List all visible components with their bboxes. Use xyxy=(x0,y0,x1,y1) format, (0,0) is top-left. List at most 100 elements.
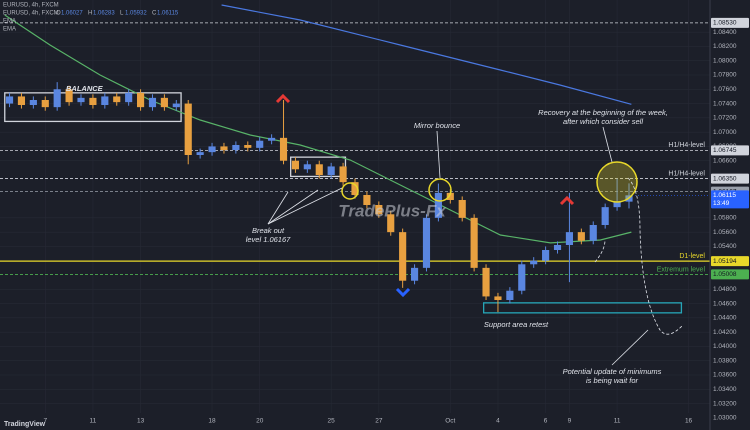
pointers xyxy=(267,126,683,366)
potential-label: is being wait for xyxy=(586,376,639,385)
candle-body xyxy=(315,164,323,175)
circle xyxy=(341,182,359,200)
candle-body xyxy=(41,100,49,108)
y-tick-label: 1.04600 xyxy=(713,300,737,307)
x-tick-label: 11 xyxy=(90,418,97,425)
y-tick-label: 1.03200 xyxy=(713,400,737,407)
level-name: D1-level xyxy=(679,253,705,260)
buy-arrow xyxy=(395,287,411,298)
candle-body xyxy=(29,100,37,105)
y-tick-label: 1.04200 xyxy=(713,329,737,336)
candle-body xyxy=(577,232,585,241)
pointer xyxy=(611,329,649,366)
level-tag xyxy=(711,17,749,28)
price-tag xyxy=(711,190,749,209)
level-tag xyxy=(711,269,749,280)
candle-body xyxy=(148,97,157,108)
x-axis-band xyxy=(0,413,710,430)
candle-body xyxy=(399,232,407,281)
level-name: H1/H4-level xyxy=(668,170,705,177)
y-tick-label: 1.08200 xyxy=(713,43,737,50)
x-tick-label: 25 xyxy=(328,418,336,425)
countdown: 13:49 xyxy=(713,200,730,207)
y-tick-label: 1.06600 xyxy=(713,157,737,164)
candle-body xyxy=(434,192,442,218)
x-tick-label: 27 xyxy=(375,418,383,425)
candle-body xyxy=(220,146,228,150)
x-tick-label: 18 xyxy=(208,418,216,425)
circle xyxy=(428,178,452,202)
candle-body xyxy=(482,267,490,297)
y-tick-label: 1.07400 xyxy=(713,100,737,107)
candle-body xyxy=(101,96,109,105)
plot: H1/H4-level H1/H4-level D1-level Extremum l… xyxy=(0,4,710,314)
candle-body xyxy=(410,267,419,281)
ema-line xyxy=(4,14,632,244)
candle-body xyxy=(279,137,288,161)
markers xyxy=(275,93,575,298)
level-tag xyxy=(711,173,749,184)
candle-body xyxy=(494,296,502,300)
y-tick-label: 1.04800 xyxy=(713,286,737,293)
ohlc-value: 1.06283 xyxy=(93,11,115,17)
candle-body xyxy=(601,207,609,225)
candle-body xyxy=(506,290,514,300)
pointer xyxy=(267,189,319,225)
x-tick-label: 9 xyxy=(568,418,572,425)
level-tag-label: 1.05194 xyxy=(713,258,737,265)
candle-body xyxy=(589,225,597,241)
highlights xyxy=(341,161,638,203)
y-tick-label: 1.05800 xyxy=(713,215,737,222)
level-tag xyxy=(711,145,749,156)
candle-body xyxy=(17,96,26,105)
candle-body xyxy=(542,250,550,261)
sell-arrow xyxy=(559,195,575,206)
axes: 1.03000 1.03200 1.03400 1.03600 1.03800 1.040… xyxy=(43,17,749,425)
circle xyxy=(596,161,638,203)
level-tag xyxy=(711,256,749,267)
ema-line xyxy=(221,4,632,105)
y-tick-label: 1.07000 xyxy=(713,129,737,136)
ohlc-key: C xyxy=(152,11,157,17)
x-tick-label: 4 xyxy=(496,418,500,425)
balance-label: BALANCE xyxy=(66,84,104,93)
candle-body xyxy=(518,264,526,291)
breakout-label: Break out xyxy=(252,226,285,235)
candle-body xyxy=(65,89,73,103)
zone xyxy=(4,92,182,123)
ohlc-key: L xyxy=(120,11,124,17)
pointer xyxy=(436,130,441,179)
ohlc-key: H xyxy=(88,11,92,17)
y-tick-label: 1.04000 xyxy=(713,343,737,350)
y-tick-label: 1.03400 xyxy=(713,386,737,393)
ohlc-value: 1.06115 xyxy=(157,11,179,17)
projection xyxy=(594,239,606,263)
candle-body xyxy=(375,205,383,215)
legend-entry: EMA xyxy=(3,19,16,25)
y-tick-label: 1.07600 xyxy=(713,86,737,93)
candle-body xyxy=(5,96,14,104)
symbol: EURUSD, 4h, FXCM xyxy=(3,11,59,17)
pointer xyxy=(267,191,289,225)
recovery-label: Recovery at the beginning of the week, xyxy=(538,108,668,117)
legend: EMA EMA O 1.06027 H 1.06283 L 1.05932 C 1.06115 EU… xyxy=(3,11,179,33)
candle-body xyxy=(470,217,478,268)
y-tick-label: 1.03800 xyxy=(713,357,737,364)
x-tick-label: 6 xyxy=(544,418,548,425)
candle-body xyxy=(565,232,574,245)
candle-body xyxy=(291,160,300,170)
candle-body xyxy=(327,166,335,175)
candle-body xyxy=(184,103,192,155)
price-tag-label: 1.06115 xyxy=(713,192,736,199)
candle-body xyxy=(77,97,85,103)
level-tag-label: 1.06350 xyxy=(713,175,737,182)
ohlc-value: 1.05932 xyxy=(125,11,147,17)
x-tick-label: 16 xyxy=(685,418,693,425)
grid xyxy=(0,0,710,419)
candle-body xyxy=(268,137,276,141)
y-tick-label: 1.03000 xyxy=(713,415,737,422)
zone xyxy=(483,302,683,314)
level-name: H1/H4-level xyxy=(668,142,705,149)
candle-body xyxy=(303,164,311,170)
recovery-label: after which consider sell xyxy=(563,117,643,126)
